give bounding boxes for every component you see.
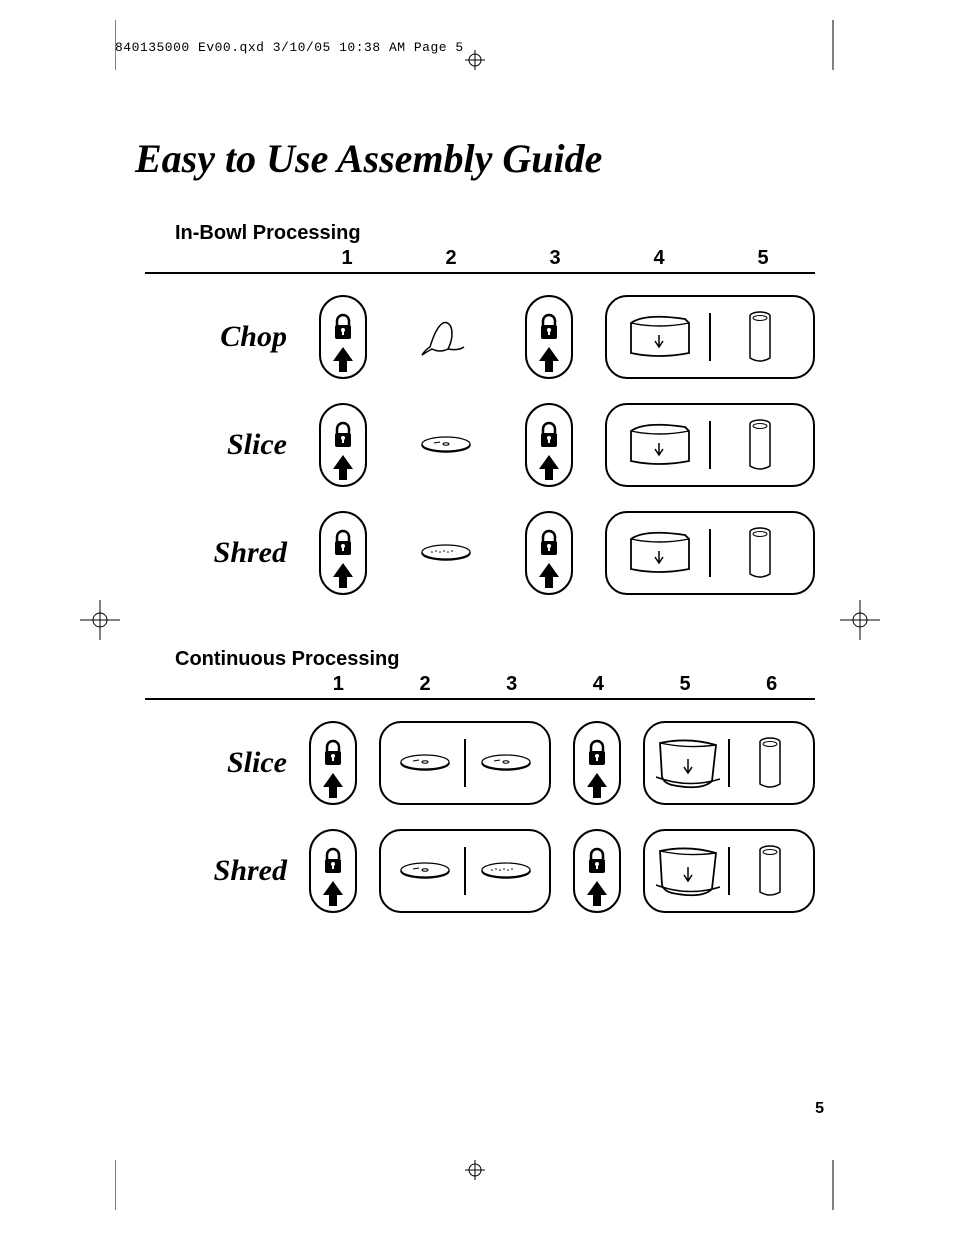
section: Continuous Processing123456 Slice Shred	[145, 648, 815, 916]
sections-container: In-Bowl Processing12345Chop Slice Shred	[115, 222, 835, 916]
arrow-up-icon	[323, 881, 343, 895]
assembly-row: Shred	[145, 508, 815, 598]
chute-pusher-group	[643, 721, 815, 805]
row-label: Chop	[145, 320, 295, 354]
lid-icon	[625, 309, 695, 365]
row-label: Slice	[145, 428, 295, 462]
arrow-up-icon	[539, 455, 559, 469]
lock-icon	[331, 421, 355, 449]
lid-pusher-group	[605, 511, 815, 595]
lid-pusher-group	[605, 295, 815, 379]
disc-shred-icon	[418, 531, 474, 575]
lock-arrow-pill	[309, 829, 357, 913]
row-cells	[295, 718, 815, 808]
row-cells	[295, 400, 815, 490]
arrow-up-icon	[333, 563, 353, 577]
lock-icon	[537, 529, 561, 557]
lock-arrow-pill	[573, 829, 621, 913]
pusher-icon	[757, 842, 783, 900]
lock-arrow-pill	[319, 511, 367, 595]
lid-icon	[625, 417, 695, 473]
arrow-up-icon	[539, 563, 559, 577]
assembly-row: Slice	[145, 400, 815, 490]
row-label: Shred	[145, 536, 295, 570]
page-title: Easy to Use Assembly Guide	[135, 135, 835, 182]
arrow-up-icon	[333, 347, 353, 361]
chute-icon	[654, 841, 724, 901]
lock-arrow-pill	[319, 295, 367, 379]
col-number: 6	[728, 673, 815, 696]
col-number: 2	[382, 673, 469, 696]
column-numbers: 12345	[145, 247, 815, 274]
lock-icon	[585, 739, 609, 767]
blade-cone-icon	[418, 315, 474, 359]
assembly-row: Slice	[145, 718, 815, 808]
lock-arrow-pill	[573, 721, 621, 805]
assembly-row: Shred	[145, 826, 815, 916]
lock-arrow-pill	[525, 295, 573, 379]
disc-slice-icon	[397, 849, 453, 893]
lock-arrow-pill	[319, 403, 367, 487]
row-label: Slice	[145, 746, 295, 780]
page: 840135000 Ev00.qxd 3/10/05 10:38 AM Page…	[115, 40, 835, 966]
lock-arrow-pill	[309, 721, 357, 805]
col-number: 4	[555, 673, 642, 696]
pusher-icon	[747, 416, 773, 474]
lock-icon	[321, 847, 345, 875]
arrow-up-icon	[587, 773, 607, 787]
lock-arrow-pill	[525, 511, 573, 595]
arrow-up-icon	[587, 881, 607, 895]
section-heading: Continuous Processing	[175, 648, 815, 671]
arrow-up-icon	[539, 347, 559, 361]
discs-group	[379, 721, 551, 805]
row-cells	[295, 508, 815, 598]
lid-icon	[625, 525, 695, 581]
pusher-icon	[747, 308, 773, 366]
pusher-icon	[747, 524, 773, 582]
disc-slice-icon	[418, 423, 474, 467]
col-number: 5	[711, 247, 815, 270]
discs-group	[379, 829, 551, 913]
section-heading: In-Bowl Processing	[175, 222, 815, 245]
chute-icon	[654, 733, 724, 793]
disc-shred-icon	[478, 849, 534, 893]
page-number: 5	[815, 1100, 824, 1118]
assembly-row: Chop	[145, 292, 815, 382]
lock-icon	[585, 847, 609, 875]
row-cells	[295, 292, 815, 382]
col-number: 5	[642, 673, 729, 696]
crop-bottom	[115, 1150, 835, 1210]
lid-pusher-group	[605, 403, 815, 487]
lock-icon	[331, 529, 355, 557]
col-number: 1	[295, 247, 399, 270]
lock-icon	[331, 313, 355, 341]
arrow-up-icon	[323, 773, 343, 787]
arrow-up-icon	[333, 455, 353, 469]
crop-right	[830, 590, 890, 650]
col-number: 1	[295, 673, 382, 696]
col-number: 3	[468, 673, 555, 696]
column-numbers: 123456	[145, 673, 815, 700]
lock-icon	[321, 739, 345, 767]
row-label: Shred	[145, 854, 295, 888]
row-cells	[295, 826, 815, 916]
disc-slice-icon	[397, 741, 453, 785]
disc-slice-icon	[478, 741, 534, 785]
chute-pusher-group	[643, 829, 815, 913]
lock-icon	[537, 421, 561, 449]
col-number: 2	[399, 247, 503, 270]
section: In-Bowl Processing12345 Chop Slice Shred	[145, 222, 815, 598]
pusher-icon	[757, 734, 783, 792]
print-meta-header: 840135000 Ev00.qxd 3/10/05 10:38 AM Page…	[115, 40, 835, 55]
col-number: 3	[503, 247, 607, 270]
col-number: 4	[607, 247, 711, 270]
lock-arrow-pill	[525, 403, 573, 487]
lock-icon	[537, 313, 561, 341]
